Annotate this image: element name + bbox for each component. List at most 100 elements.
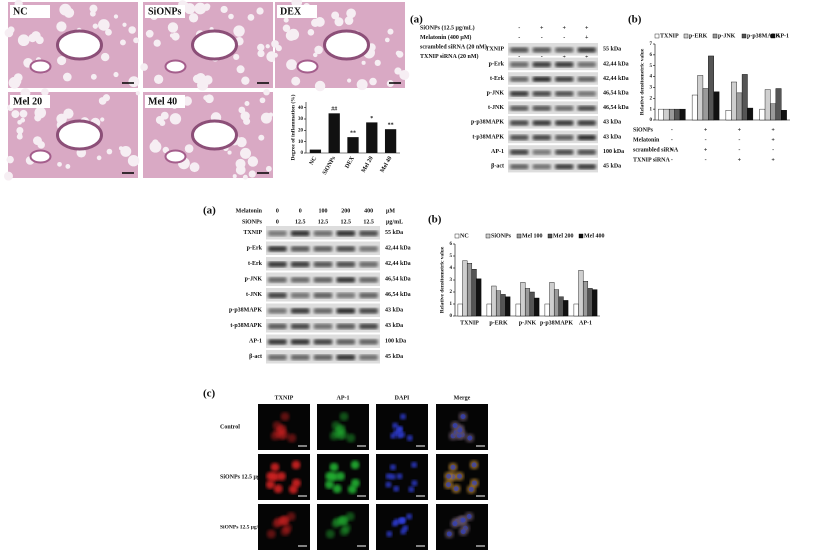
legend-swatch	[683, 33, 689, 39]
condition-sign: -	[671, 127, 673, 133]
cell	[280, 515, 290, 525]
blot-band	[336, 230, 356, 237]
nucleus	[471, 462, 477, 468]
bar	[592, 289, 598, 317]
condition-name: scrambled siRNA (20 nM)	[420, 43, 487, 50]
blot-band	[268, 308, 287, 314]
alveolus	[228, 13, 234, 20]
y-axis-title: Degree of inflammation (%)	[289, 94, 296, 160]
alveolus	[92, 23, 99, 29]
condition-value: +	[585, 54, 589, 60]
panel-label: (a)	[410, 14, 423, 26]
condition-value: 12.5	[318, 219, 329, 225]
condition-value: +	[563, 54, 567, 60]
cell	[280, 527, 290, 537]
significance: **	[388, 123, 394, 129]
blot-band	[336, 292, 356, 299]
label-box	[10, 95, 50, 108]
blot-band	[510, 76, 529, 82]
bar	[658, 108, 664, 121]
condition-value: +	[563, 25, 567, 31]
bar	[544, 303, 550, 317]
bar	[708, 55, 714, 121]
row-label: p-p38MAPK	[471, 120, 504, 126]
blot-band	[268, 277, 287, 283]
blot-band	[555, 91, 574, 97]
alveolus	[282, 24, 291, 32]
kda-label: 45 kDa	[603, 163, 621, 169]
blot-band	[359, 292, 378, 299]
y-tick-label: 2	[650, 96, 653, 101]
alveolus	[314, 45, 323, 55]
alveolus	[374, 59, 381, 66]
legend-label: Mel 400	[584, 233, 605, 239]
alveolus	[307, 29, 315, 36]
legend-swatch	[741, 33, 747, 39]
nucleus	[466, 513, 472, 519]
blot-band	[290, 277, 310, 283]
condition-value: 12.5	[363, 219, 374, 225]
y-tick-label: 20	[298, 128, 304, 133]
y-tick-label: 6	[650, 53, 653, 58]
row-label: t-p38MAPK	[230, 323, 262, 329]
blot-band	[532, 91, 551, 97]
bar	[679, 108, 686, 121]
alveolus	[331, 11, 340, 20]
nucleus	[457, 427, 463, 433]
alveolus	[387, 28, 394, 35]
y-tick-label: 7	[650, 42, 653, 47]
legend-label: p-JNK	[718, 33, 736, 39]
kda-label: 45 kDa	[385, 354, 403, 360]
condition-unit: μg/mL	[386, 219, 403, 225]
bar	[347, 137, 359, 153]
blot-band	[555, 47, 574, 53]
alveolus	[100, 52, 110, 62]
condition-unit: μM	[386, 208, 395, 214]
kda-label: 43 kDa	[385, 308, 403, 314]
alveolus	[17, 132, 23, 137]
condition-name: scrambled siRNA	[633, 147, 679, 153]
condition-value: -	[518, 35, 520, 41]
alveolus	[90, 73, 97, 80]
alveolus	[105, 28, 112, 36]
bar	[505, 296, 511, 317]
x-tick-label: p-p38MAPK	[540, 320, 573, 326]
alveolus	[89, 10, 96, 17]
cell	[396, 427, 403, 434]
alveolus	[4, 28, 14, 38]
cell	[272, 519, 282, 529]
blot-band	[577, 91, 596, 97]
blot-band	[313, 323, 333, 330]
blot-band	[532, 120, 551, 126]
bar	[736, 92, 743, 121]
condition-sign: +	[738, 157, 742, 163]
row-header: SiONPs 12.5 μg/kg	[220, 474, 268, 480]
y-tick-label: 1	[450, 302, 453, 307]
nucleus	[460, 529, 466, 535]
cell	[392, 422, 399, 429]
blot-strip	[508, 86, 598, 100]
blot-band	[313, 354, 333, 361]
blot-band	[313, 230, 333, 237]
cell	[288, 484, 298, 494]
condition-value: +	[585, 25, 589, 31]
blot-strip	[508, 159, 598, 173]
row-label: t-Erk	[248, 261, 263, 267]
blot-band	[313, 246, 333, 252]
row-label: t-JNK	[488, 105, 504, 111]
alveolus	[3, 171, 13, 181]
vessel	[164, 59, 187, 74]
alveolus	[128, 26, 136, 34]
alveolus	[11, 110, 20, 119]
x-tick-label: p-JNK	[519, 320, 537, 326]
condition-value: +	[585, 35, 589, 41]
alveolus	[113, 71, 119, 78]
column-header: TXNIP	[275, 395, 294, 401]
legend-swatch	[547, 233, 553, 239]
label-box	[145, 95, 185, 108]
bronchiole	[56, 29, 103, 61]
blot-strip	[508, 43, 598, 56]
cell	[332, 484, 342, 494]
cell	[266, 529, 276, 539]
blot-band	[313, 308, 333, 314]
